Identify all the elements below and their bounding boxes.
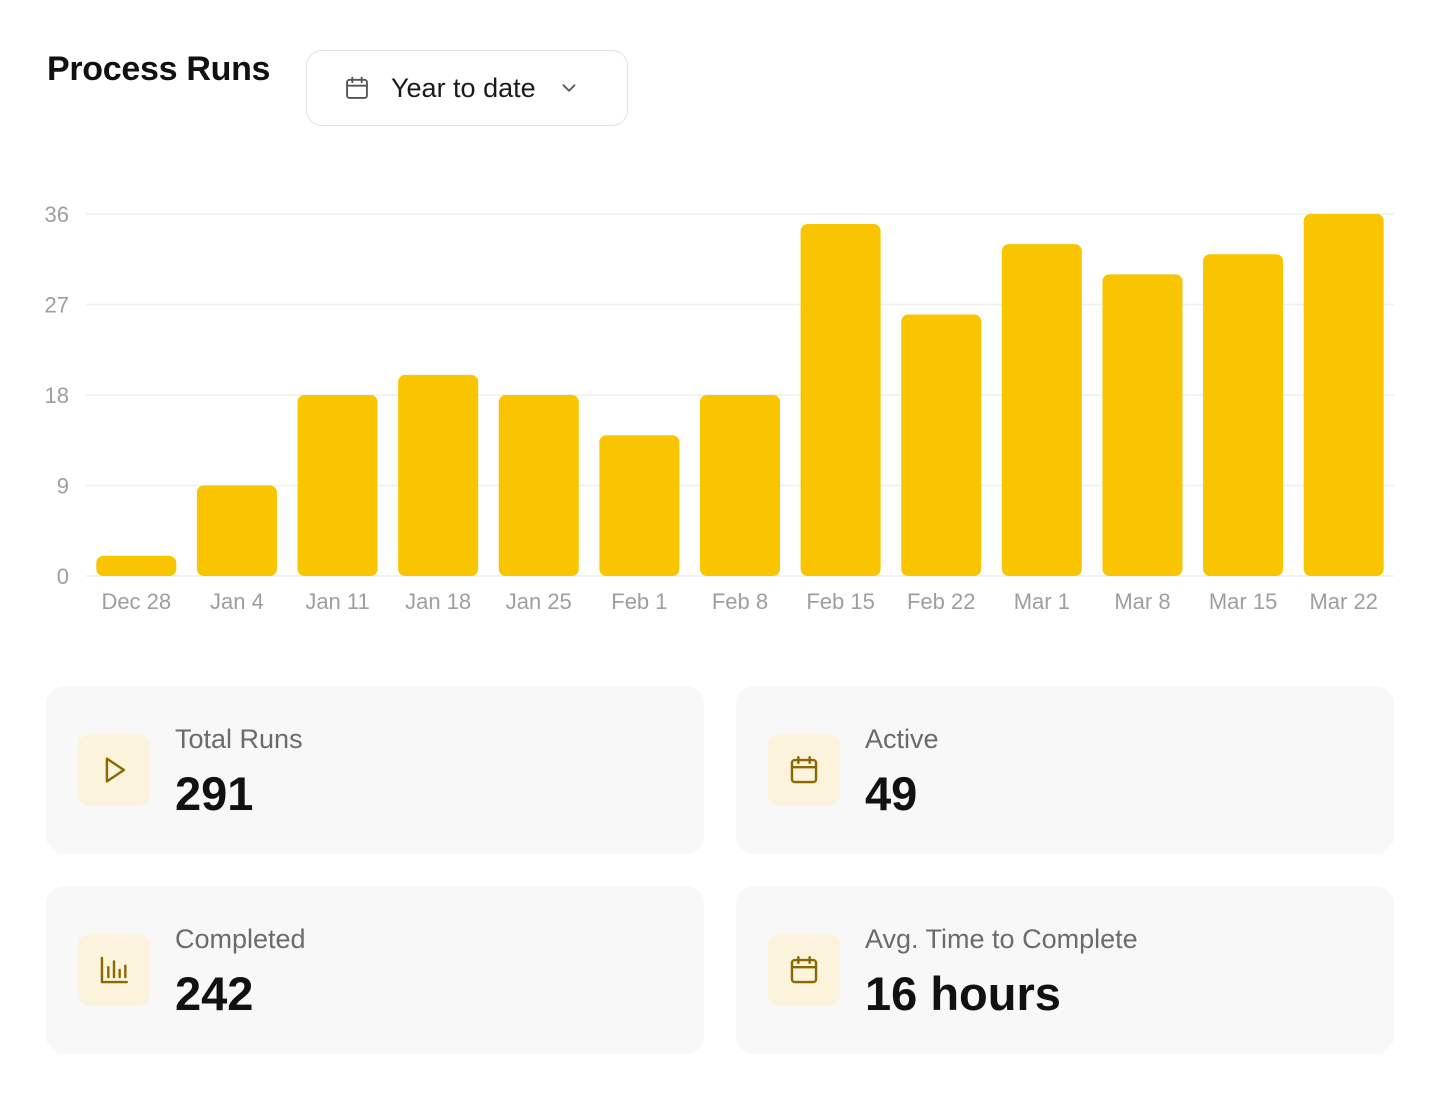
process-runs-bar-chart: 0 9 18 27 36 Dec 28 Jan 4 Jan 11 Jan 18 Jan 25 Feb… <box>45 202 1394 614</box>
bar <box>196 485 277 576</box>
bar <box>599 435 680 576</box>
stat-card-active: Active 49 <box>736 686 1394 854</box>
x-tick-label: Mar 8 <box>1114 589 1170 614</box>
date-range-label: Year to date <box>391 72 536 103</box>
stat-label: Total Runs <box>175 724 303 754</box>
stat-card-completed: Completed 242 <box>46 886 704 1054</box>
x-tick-label: Feb 8 <box>712 589 768 614</box>
y-tick-label: 0 <box>57 564 69 589</box>
stat-card-total-runs: Total Runs 291 <box>46 686 704 854</box>
y-tick-label: 27 <box>45 293 69 318</box>
x-tick-label: Jan 11 <box>305 589 369 614</box>
calendar-icon <box>790 756 818 784</box>
stat-value: 242 <box>175 967 254 1020</box>
stat-label: Avg. Time to Complete <box>865 924 1138 954</box>
x-tick-label: Mar 22 <box>1309 589 1377 614</box>
calendar-icon <box>790 956 818 984</box>
bar <box>901 314 982 576</box>
x-tick-label: Mar 15 <box>1209 589 1277 614</box>
bar <box>297 395 378 576</box>
bar <box>1203 254 1284 576</box>
chevron-down-icon <box>562 84 576 92</box>
x-tick-label: Feb 1 <box>611 589 667 614</box>
stat-value: 291 <box>175 767 254 820</box>
bar <box>498 395 579 576</box>
x-tick-label: Feb 15 <box>806 589 875 614</box>
y-tick-label: 9 <box>57 474 69 499</box>
stat-card-avg-time: Avg. Time to Complete 16 hours <box>736 886 1394 1054</box>
x-tick-label: Jan 25 <box>506 589 572 614</box>
stat-label: Active <box>865 724 939 754</box>
bar <box>700 395 780 576</box>
x-tick-label: Jan 4 <box>210 589 264 614</box>
play-icon <box>105 757 126 783</box>
stat-icon-box <box>768 934 840 1006</box>
stat-icon-box <box>78 734 150 806</box>
stat-icon-box <box>768 734 840 806</box>
stat-label: Completed <box>175 924 306 954</box>
stat-value: 49 <box>865 767 918 820</box>
bar <box>1102 274 1183 576</box>
stat-icon-box <box>78 934 150 1006</box>
bar <box>1001 244 1082 576</box>
x-tick-label: Dec 28 <box>101 589 171 614</box>
y-tick-label: 18 <box>45 383 69 408</box>
bar-chart-icon <box>100 956 128 984</box>
y-tick-label: 36 <box>45 202 69 227</box>
x-tick-label: Feb 22 <box>907 589 976 614</box>
bar <box>800 224 881 577</box>
bar <box>398 374 479 576</box>
x-tick-label: Mar 1 <box>1014 589 1070 614</box>
bar <box>96 555 177 576</box>
calendar-icon <box>346 76 368 99</box>
page-header: Process Runs <box>47 50 270 89</box>
x-tick-label: Jan 18 <box>405 589 471 614</box>
date-range-dropdown[interactable]: Year to date <box>306 50 628 126</box>
page-title: Process Runs <box>47 50 271 88</box>
stat-value: 16 hours <box>865 967 1061 1020</box>
bar <box>1303 214 1384 576</box>
